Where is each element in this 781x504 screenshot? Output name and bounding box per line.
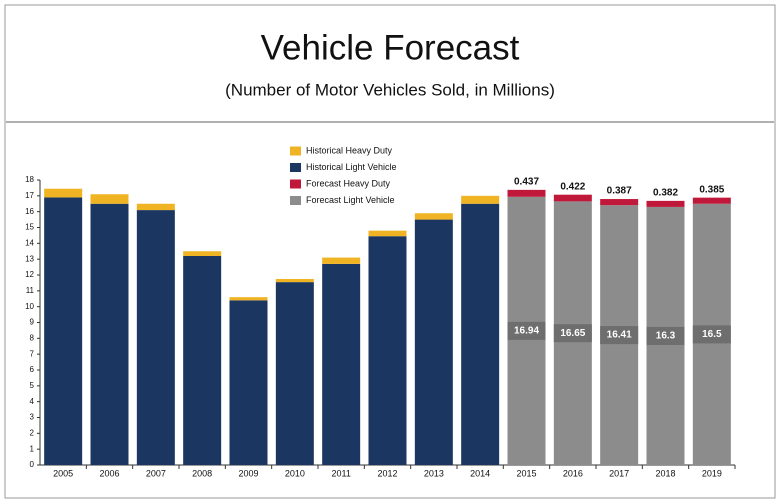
bar-segment <box>646 200 685 207</box>
legend-swatch <box>290 146 301 156</box>
x-tick-label: 2006 <box>99 468 119 478</box>
x-tick-label: 2009 <box>238 468 258 478</box>
bar-segment <box>44 197 83 465</box>
legend-label: Forecast Light Vehicle <box>306 195 395 205</box>
data-label: 16.65 <box>560 328 585 339</box>
y-tick-label: 13 <box>25 254 34 263</box>
data-label-box <box>692 325 731 344</box>
x-tick-label: 2019 <box>702 468 722 478</box>
data-label: 0.437 <box>514 177 539 188</box>
chart-title: Vehicle Forecast <box>261 28 520 67</box>
y-tick-label: 7 <box>30 349 35 358</box>
data-label-box <box>600 326 639 345</box>
legend-label: Forecast Heavy Duty <box>306 178 391 188</box>
y-tick-label: 14 <box>25 238 34 247</box>
bar-segment <box>600 199 639 206</box>
bar-segment <box>229 300 268 465</box>
data-label: 16.41 <box>607 330 632 341</box>
chart-subtitle: (Number of Motor Vehicles Sold, in Milli… <box>225 80 555 99</box>
y-tick-label: 16 <box>25 207 34 216</box>
bar-segment <box>183 251 222 256</box>
y-tick-label: 2 <box>30 428 35 437</box>
y-tick-label: 5 <box>30 381 35 390</box>
data-label: 0.387 <box>607 186 632 197</box>
bar-segment <box>275 282 314 465</box>
y-tick-label: 8 <box>30 333 35 342</box>
bar-segment <box>136 210 175 465</box>
bar-segment <box>368 236 407 465</box>
x-tick-label: 2005 <box>53 468 73 478</box>
y-tick-label: 11 <box>26 286 35 295</box>
bar-segment <box>44 188 83 198</box>
bar-segment <box>368 230 407 237</box>
bar-segment <box>553 194 592 202</box>
bar-segment <box>461 203 500 465</box>
bar-segment <box>414 213 453 220</box>
data-label: 16.94 <box>514 326 539 337</box>
y-tick-label: 12 <box>25 270 34 279</box>
data-label: 16.5 <box>702 329 722 340</box>
legend-swatch <box>290 179 301 189</box>
y-tick-label: 3 <box>30 413 35 422</box>
y-tick-label: 4 <box>30 397 35 406</box>
legend-label: Historical Heavy Duty <box>306 145 393 155</box>
y-tick-label: 17 <box>25 191 34 200</box>
legend-swatch <box>290 163 301 172</box>
x-tick-label: 2016 <box>563 468 583 478</box>
data-label: 16.3 <box>656 331 676 342</box>
x-tick-label: 2014 <box>470 468 490 478</box>
bar-segment <box>322 263 361 465</box>
bar-segment <box>229 297 268 301</box>
y-tick-label: 10 <box>25 302 34 311</box>
x-tick-label: 2007 <box>146 468 166 478</box>
x-tick-label: 2018 <box>655 468 675 478</box>
y-tick-label: 0 <box>30 460 35 469</box>
bar-segment <box>692 197 731 204</box>
data-label-box <box>646 326 685 345</box>
y-tick-label: 1 <box>30 444 35 453</box>
bar-segment <box>183 256 222 465</box>
x-tick-label: 2013 <box>424 468 444 478</box>
data-label: 0.385 <box>699 184 724 195</box>
x-tick-label: 2012 <box>377 468 397 478</box>
x-tick-label: 2015 <box>516 468 536 478</box>
bar-segment <box>322 257 361 264</box>
bar-segment <box>90 203 129 465</box>
data-label-box <box>553 324 592 343</box>
bar-segment <box>461 195 500 204</box>
x-tick-label: 2011 <box>331 468 350 478</box>
bar-segment <box>90 194 129 204</box>
x-tick-label: 2010 <box>285 468 305 478</box>
legend-swatch <box>290 196 301 205</box>
data-label-box <box>507 321 546 340</box>
x-tick-label: 2017 <box>609 468 629 478</box>
data-label: 0.422 <box>560 181 585 192</box>
data-label: 0.382 <box>653 188 678 199</box>
x-tick-label: 2008 <box>192 468 212 478</box>
y-tick-label: 18 <box>25 175 34 184</box>
bar-segment <box>507 189 546 197</box>
bar-segment <box>414 219 453 465</box>
y-tick-label: 9 <box>30 318 35 327</box>
legend-label: Historical Light Vehicle <box>306 162 397 172</box>
y-tick-label: 6 <box>30 365 35 374</box>
y-tick-label: 15 <box>25 223 34 232</box>
bar-segment <box>275 278 314 283</box>
bar-segment <box>136 203 175 211</box>
